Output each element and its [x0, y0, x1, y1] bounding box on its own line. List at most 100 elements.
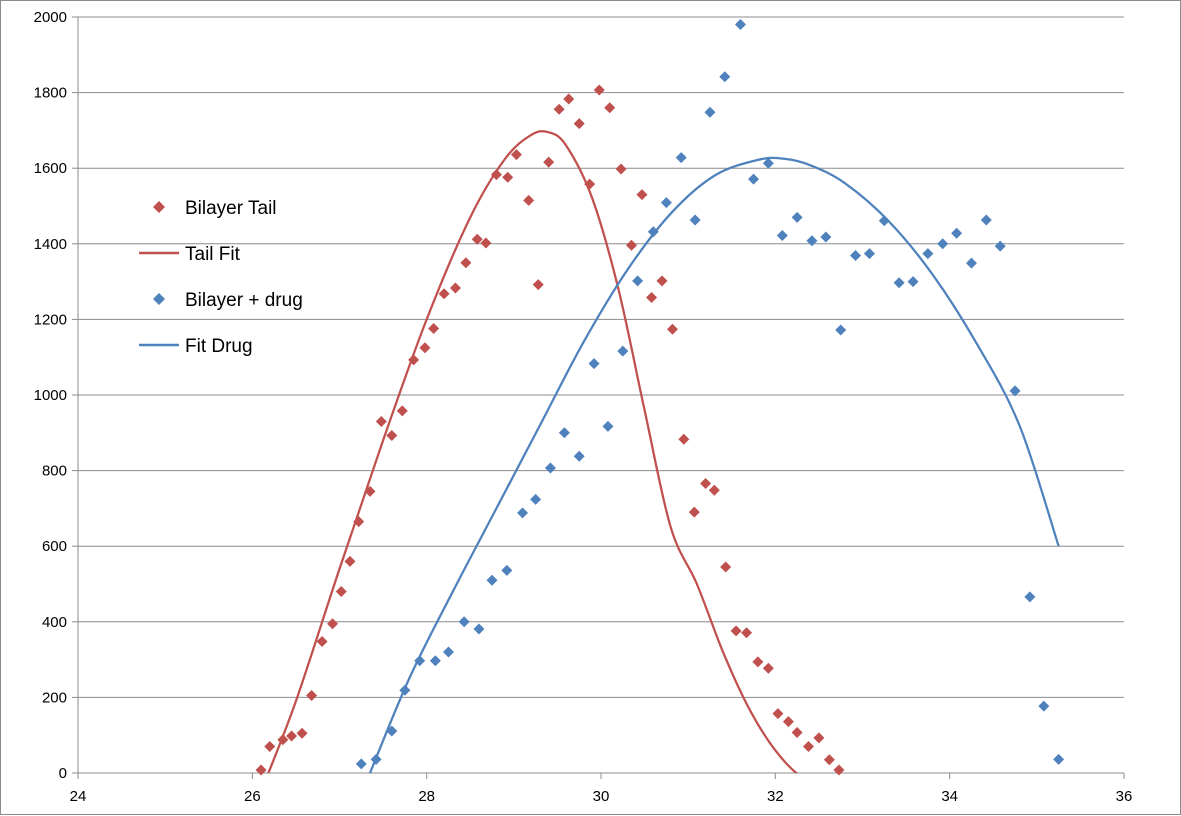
- data-point: [573, 118, 585, 130]
- data-point: [486, 574, 498, 586]
- data-point: [730, 625, 742, 637]
- data-point: [344, 555, 356, 567]
- data-point: [335, 586, 347, 598]
- data-point: [588, 358, 600, 370]
- data-point: [937, 238, 949, 250]
- data-point: [544, 462, 556, 474]
- data-point: [593, 84, 605, 96]
- data-point: [994, 240, 1006, 252]
- gridlines: [78, 16, 1124, 698]
- y-tick-label: 200: [42, 689, 67, 706]
- data-point: [602, 420, 614, 432]
- data-point: [700, 477, 712, 489]
- x-tick-label: 34: [941, 788, 958, 805]
- legend-item-bilayer-tail: Bilayer Tail: [153, 198, 277, 219]
- data-point: [802, 741, 814, 753]
- data-point: [791, 211, 803, 223]
- data-point: [604, 102, 616, 114]
- data-point: [558, 427, 570, 439]
- data-point: [776, 229, 788, 241]
- x-tick-label: 30: [593, 788, 610, 805]
- data-point: [1009, 385, 1021, 397]
- data-point: [863, 248, 875, 260]
- data-point: [428, 322, 440, 334]
- data-point: [833, 764, 845, 776]
- x-tick-label: 28: [418, 788, 435, 805]
- data-point: [429, 655, 441, 667]
- data-point: [419, 342, 431, 354]
- legend-label: Bilayer Tail: [185, 198, 277, 219]
- data-point: [660, 197, 672, 209]
- data-point: [762, 662, 774, 674]
- data-point: [656, 275, 668, 287]
- data-point: [573, 450, 585, 462]
- data-point: [708, 484, 720, 496]
- y-tick-label: 2000: [34, 9, 67, 26]
- data-point: [473, 623, 485, 635]
- x-axis-ticks: 24 26 28 30 32 34 36: [70, 773, 1133, 805]
- y-tick-label: 1800: [34, 85, 67, 102]
- data-point: [264, 741, 276, 753]
- data-point: [980, 214, 992, 226]
- data-point: [626, 239, 638, 251]
- data-point: [688, 506, 700, 518]
- data-point: [563, 93, 575, 105]
- data-point: [646, 291, 658, 303]
- data-point: [543, 156, 555, 168]
- legend-label: Bilayer + drug: [185, 290, 303, 311]
- data-point: [617, 345, 629, 357]
- series-bilayer-drug: [355, 19, 1065, 770]
- data-point: [1053, 753, 1065, 765]
- data-point: [255, 764, 267, 776]
- y-tick-label: 1600: [34, 160, 67, 177]
- y-tick-label: 0: [59, 765, 67, 782]
- data-point: [615, 163, 627, 175]
- data-point: [850, 250, 862, 262]
- data-point: [762, 157, 774, 169]
- legend-item-bilayer-drug: Bilayer + drug: [153, 290, 303, 311]
- fit-line-fit-drug: [368, 156, 1060, 773]
- data-point: [530, 493, 542, 505]
- x-tick-label: 36: [1116, 788, 1133, 805]
- data-point: [553, 103, 565, 115]
- data-point: [480, 237, 492, 249]
- legend-label: Tail Fit: [185, 244, 241, 265]
- data-point: [734, 19, 746, 31]
- data-point: [666, 323, 678, 335]
- data-point: [704, 106, 716, 118]
- data-point: [306, 690, 318, 702]
- y-tick-label: 400: [42, 614, 67, 631]
- legend-marker: [153, 293, 165, 305]
- legend-marker: [153, 201, 165, 213]
- data-point: [806, 235, 818, 247]
- data-point: [678, 433, 690, 445]
- data-point: [449, 282, 461, 294]
- x-tick-label: 24: [70, 788, 87, 805]
- data-point: [813, 732, 825, 744]
- data-point: [286, 730, 298, 742]
- data-point: [442, 646, 454, 658]
- data-point: [471, 233, 483, 245]
- data-point: [523, 194, 535, 206]
- data-point: [951, 227, 963, 239]
- y-axis-ticks: 0 200 400 600 800 1000 1200 1400 1600 1800 2000: [34, 9, 78, 782]
- data-point: [772, 708, 784, 720]
- data-point: [820, 231, 832, 243]
- data-point: [632, 275, 644, 287]
- data-point: [1024, 591, 1036, 603]
- data-point: [327, 618, 339, 630]
- legend-item-fit-drug: Fit Drug: [139, 336, 253, 357]
- data-point: [791, 727, 803, 739]
- fit-line-tail-fit: [267, 130, 799, 773]
- data-point: [316, 635, 328, 647]
- data-point: [720, 561, 732, 573]
- data-point: [386, 429, 398, 441]
- data-point: [375, 415, 387, 427]
- data-point: [907, 276, 919, 288]
- x-tick-label: 26: [244, 788, 261, 805]
- data-point: [782, 716, 794, 728]
- data-point: [396, 405, 408, 417]
- data-point: [748, 173, 760, 185]
